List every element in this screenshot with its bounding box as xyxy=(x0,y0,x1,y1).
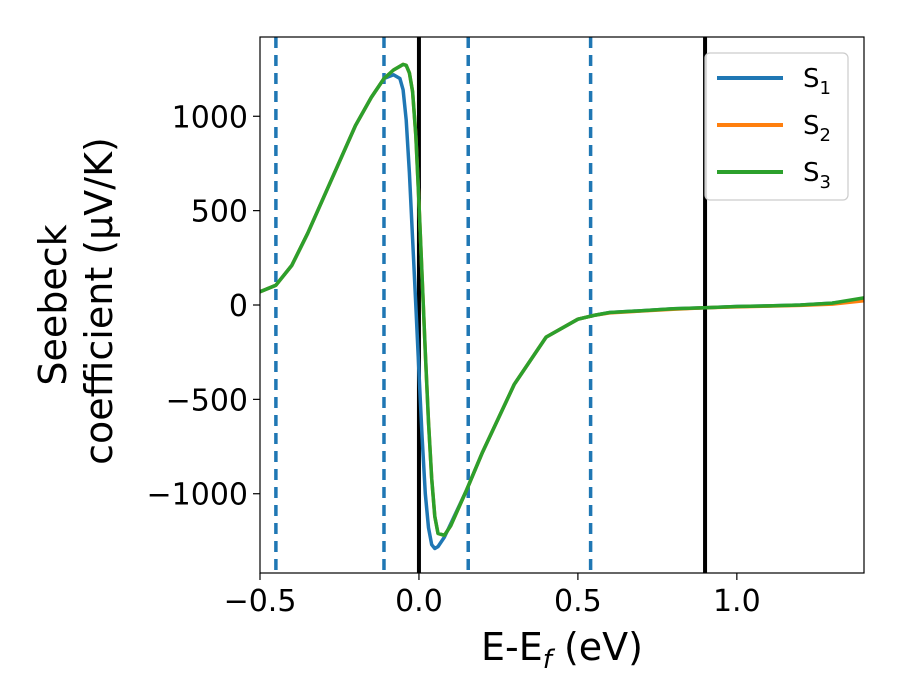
y-tick-label: 0 xyxy=(229,289,248,324)
x-axis-title-main: E-E xyxy=(481,625,543,669)
x-axis-title-unit: (eV) xyxy=(552,625,643,669)
x-axis-title: E-Ef (eV) xyxy=(481,625,643,675)
y-tick-label: −500 xyxy=(166,383,248,418)
series-line-S3 xyxy=(260,62,864,538)
y-axis-title-line2: coefficient (μV/K) xyxy=(77,137,121,465)
legend-label-S2: S2 xyxy=(803,111,831,146)
x-tick-label: −0.5 xyxy=(224,584,297,619)
legend-label-S3: S3 xyxy=(803,158,831,193)
x-tick-label: 0.5 xyxy=(554,584,602,619)
y-tick-label: 1000 xyxy=(172,100,248,135)
x-tick-label: 1.0 xyxy=(713,584,761,619)
y-axis-title-line1: Seebeck xyxy=(31,224,75,385)
y-tick-label: 500 xyxy=(191,195,248,230)
y-tick-label: −1000 xyxy=(147,478,248,513)
axis-ticks: −0.5 0.0 0.5 1.0 1000 500 0 −500 −1000 xyxy=(147,100,761,619)
legend-label-S1: S1 xyxy=(803,64,831,99)
legend: S1 S2 S3 xyxy=(704,52,849,201)
x-tick-label: 0.0 xyxy=(395,584,443,619)
